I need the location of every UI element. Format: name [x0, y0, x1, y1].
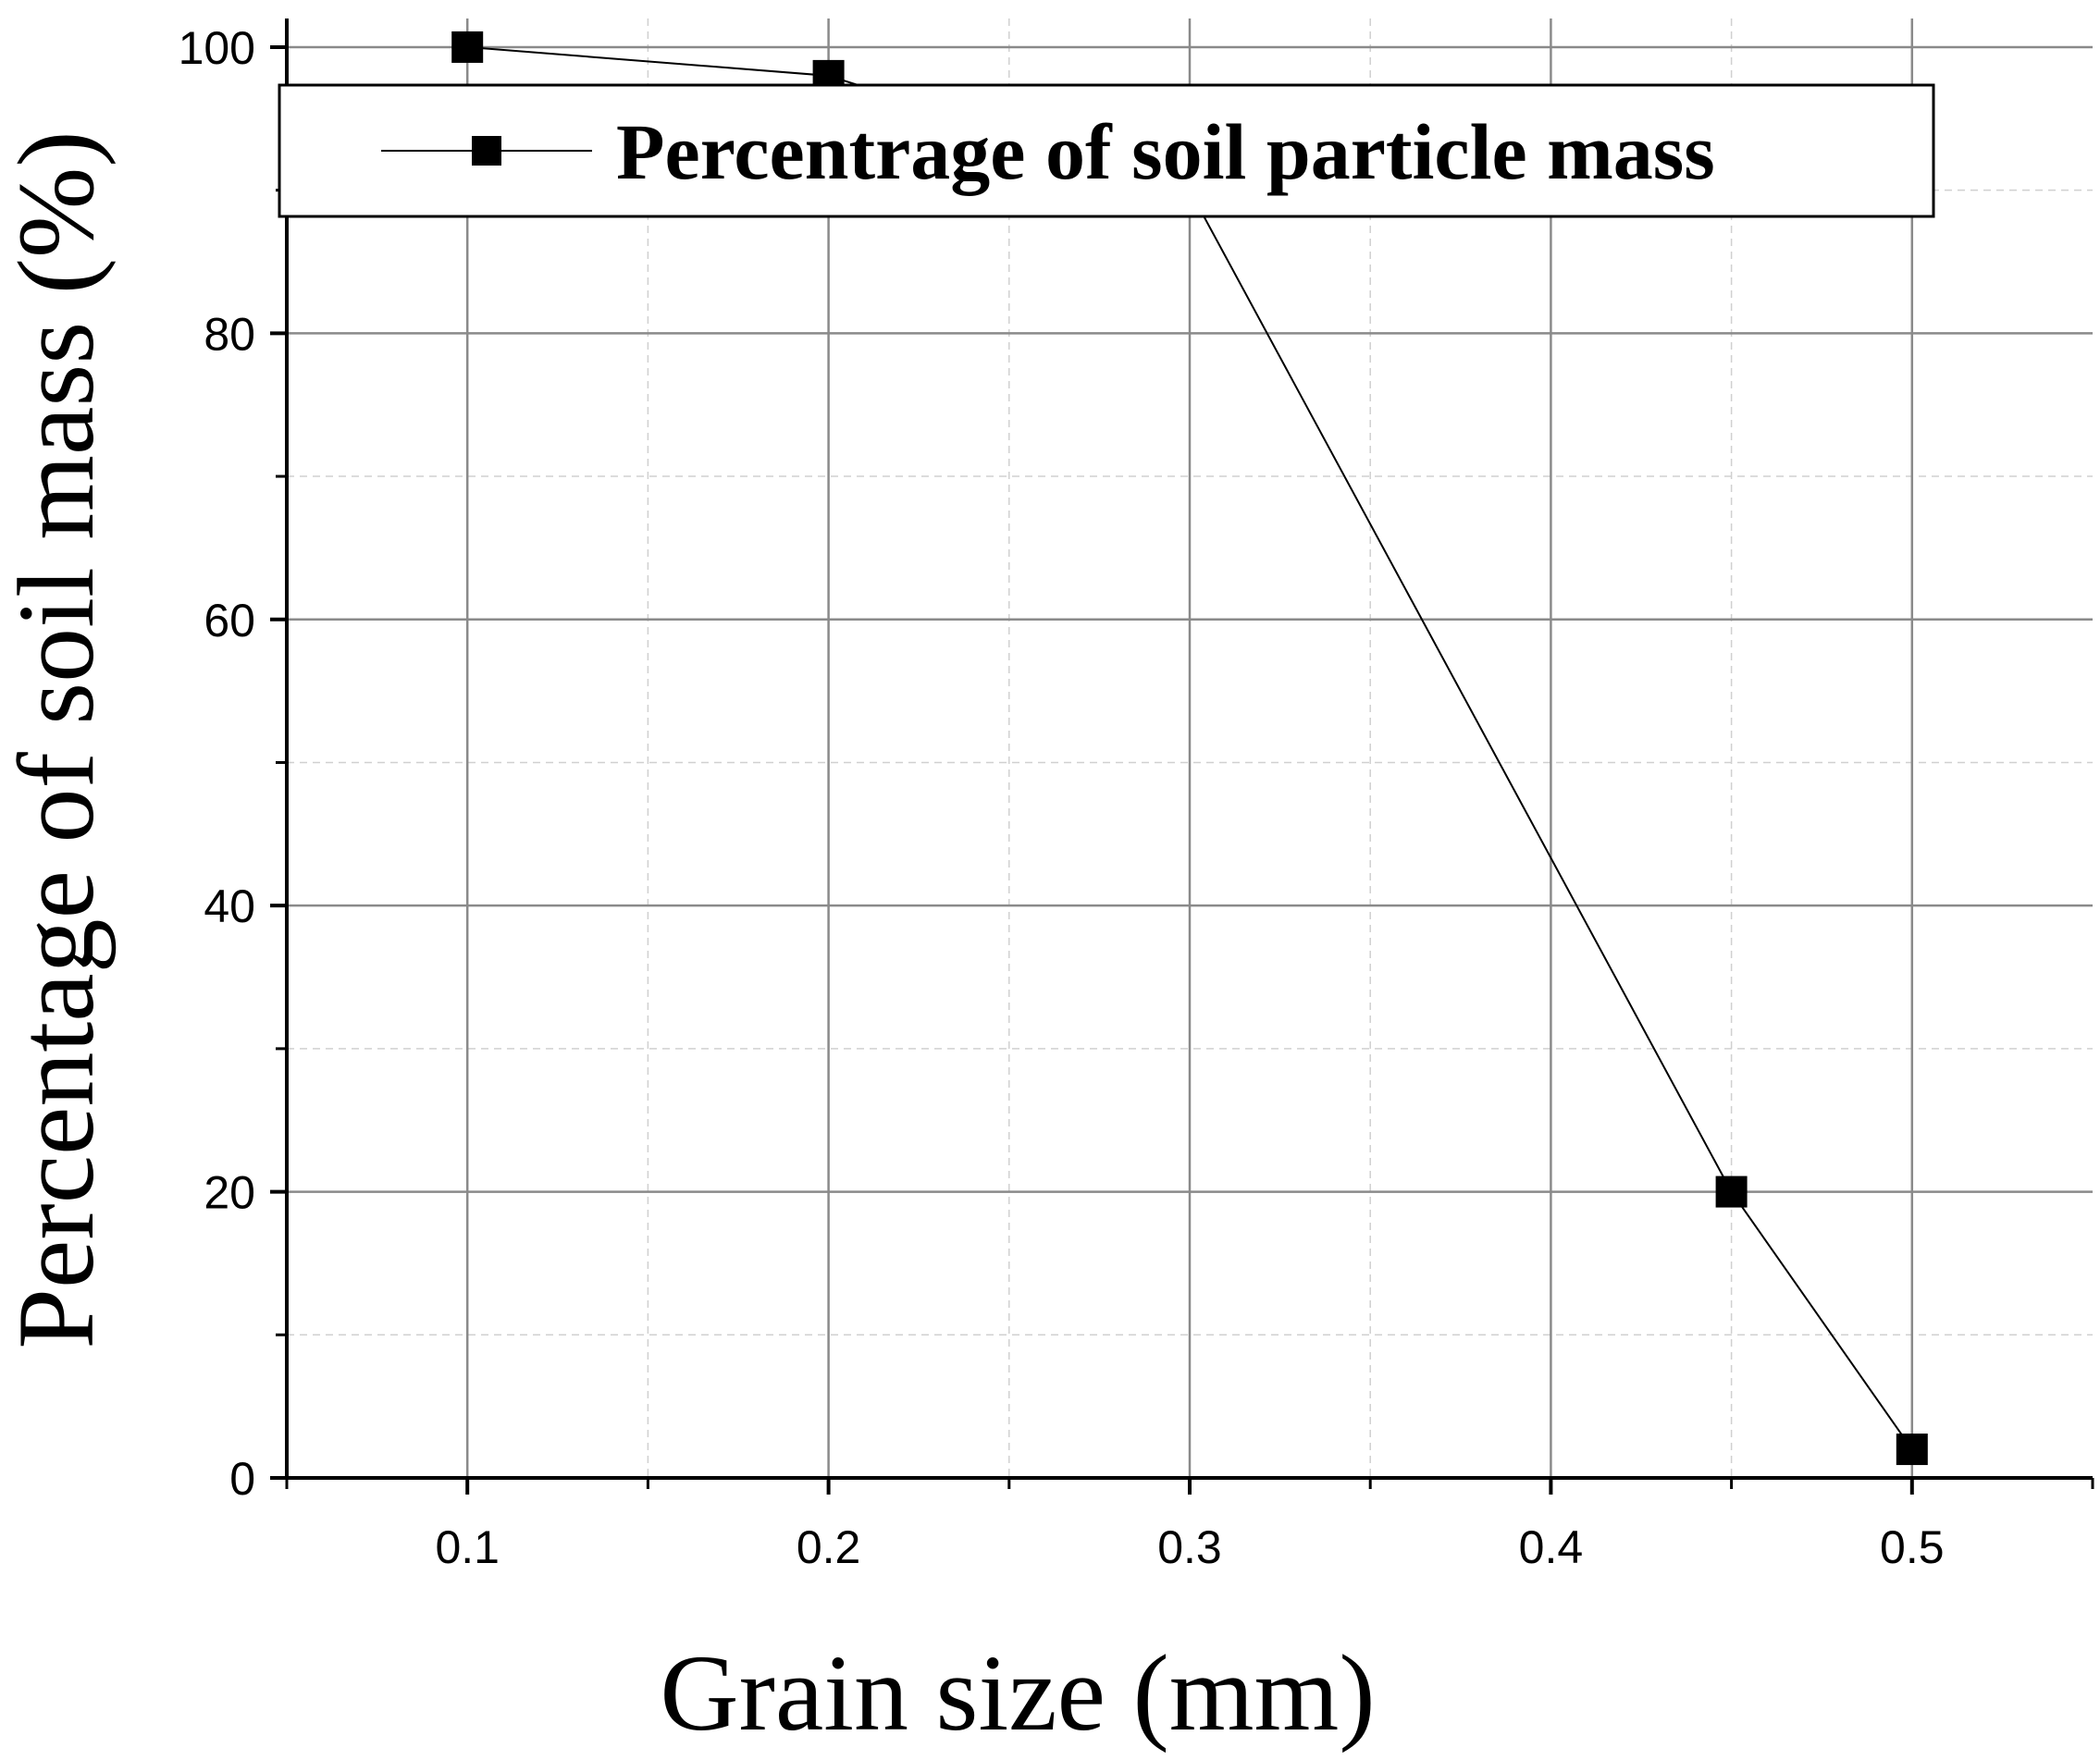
- data-point: [1715, 1175, 1748, 1208]
- x-tick-label: 0.5: [1880, 1521, 1945, 1573]
- y-tick-label: 80: [204, 308, 255, 360]
- major-grid: [287, 18, 2093, 1480]
- legend-label: Percentrage of soil particle mass: [616, 107, 1715, 196]
- y-tick-label: 60: [204, 595, 255, 646]
- legend-marker: [472, 136, 501, 166]
- y-axis-title: Percentage of soil mass (%): [0, 130, 117, 1348]
- y-tick-label: 40: [204, 880, 255, 932]
- x-tick-label: 0.1: [435, 1521, 500, 1573]
- y-tick-label: 100: [179, 22, 255, 74]
- x-tick-label: 0.4: [1519, 1521, 1584, 1573]
- legend: Percentrage of soil particle mass: [278, 83, 1935, 218]
- x-axis-title: Grain size (mm): [660, 1632, 1375, 1754]
- tick-labels: 0.1 0.2 0.3 0.4 0.5 0 20 40 60 80 100: [179, 22, 1945, 1573]
- data-point: [1896, 1434, 1928, 1466]
- ticks: [270, 44, 2094, 1495]
- x-tick-label: 0.2: [797, 1521, 861, 1573]
- data-point: [451, 31, 484, 63]
- y-tick-label: 0: [229, 1453, 255, 1505]
- y-tick-label: 20: [204, 1167, 255, 1219]
- x-tick-label: 0.3: [1157, 1521, 1222, 1573]
